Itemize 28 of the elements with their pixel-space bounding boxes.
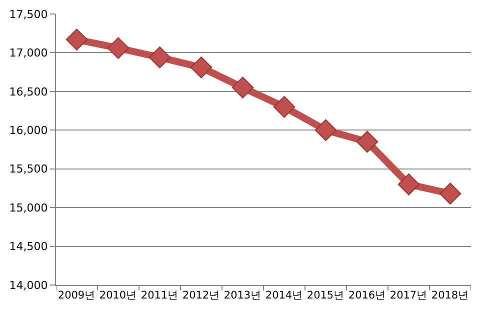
point: [439, 182, 462, 205]
point: [398, 173, 420, 196]
x-tick-label: 2009년: [58, 290, 96, 302]
x-tick-label: 2014년: [265, 290, 304, 302]
x-tick-label: 2011년: [140, 290, 179, 302]
y-tick-label: 17,000: [9, 46, 48, 60]
x-tick-label: 2016년: [348, 290, 386, 302]
y-tick-label: 14,000: [9, 278, 48, 292]
x-tick-label: 2017년: [390, 290, 428, 302]
x-tick-label: 2018년: [431, 290, 470, 302]
y-tick-label: 16,500: [9, 85, 48, 98]
x-tick-label: 2015년: [306, 290, 345, 302]
point: [356, 130, 378, 153]
y-tick-label: 15,000: [9, 201, 48, 214]
point: [314, 119, 337, 142]
y-tick-label: 14,500: [9, 240, 48, 254]
x-tick-label: 2010년: [99, 290, 138, 302]
point: [190, 56, 212, 78]
y-tick-label: 16,000: [9, 124, 48, 137]
y-tick-label: 17,500: [9, 8, 48, 21]
x-tick-label: 2012년: [182, 290, 220, 302]
point: [148, 46, 171, 68]
point: [232, 76, 254, 98]
point: [273, 96, 296, 118]
x-tick-label: 2013년: [224, 290, 262, 302]
point: [107, 37, 130, 59]
y-tick-label: 15,500: [9, 162, 48, 176]
point: [66, 28, 88, 50]
